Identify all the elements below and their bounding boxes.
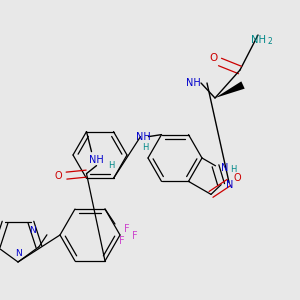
- Text: F: F: [119, 236, 125, 246]
- Text: N: N: [226, 180, 234, 190]
- Text: H: H: [142, 143, 149, 152]
- Polygon shape: [215, 81, 245, 98]
- Text: 2: 2: [268, 38, 272, 46]
- Text: N: N: [15, 250, 21, 259]
- Text: H: H: [108, 161, 115, 170]
- Text: NH: NH: [186, 78, 200, 88]
- Text: H: H: [230, 165, 237, 174]
- Text: N: N: [221, 163, 228, 173]
- Text: O: O: [55, 171, 62, 181]
- Text: F: F: [124, 224, 130, 234]
- Text: O: O: [233, 173, 241, 183]
- Text: NH: NH: [136, 132, 151, 142]
- Text: NH: NH: [250, 35, 266, 45]
- Text: F: F: [132, 231, 138, 241]
- Text: O: O: [210, 53, 218, 63]
- Text: N: N: [30, 226, 36, 235]
- Text: NH: NH: [89, 154, 104, 165]
